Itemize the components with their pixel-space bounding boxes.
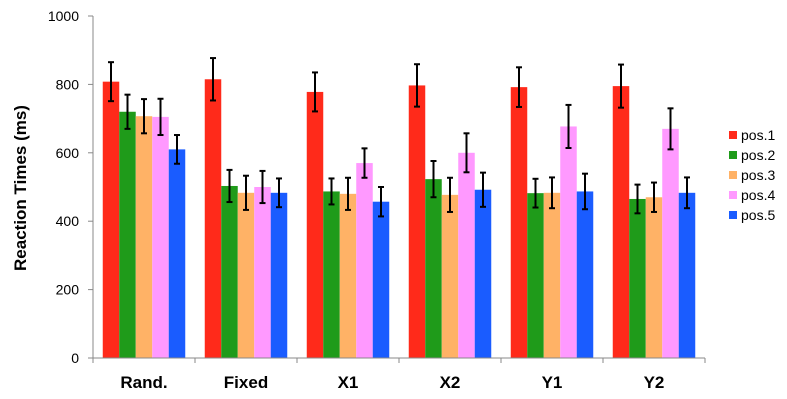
- bar-fixed-pos4: [254, 187, 271, 358]
- bar-y1-pos4: [560, 126, 577, 358]
- bar-x1-pos2: [323, 191, 340, 358]
- legend: pos.1 pos.2 pos.3 pos.4 pos.5: [729, 127, 775, 223]
- bar-fixed-pos1: [204, 79, 222, 359]
- bar-y1-pos2: [527, 193, 544, 358]
- legend-label: pos.5: [741, 207, 775, 223]
- bar-rand-pos3: [135, 116, 153, 359]
- y-tick-label: 600: [56, 145, 80, 161]
- bar-rand-pos1: [102, 81, 120, 358]
- y-tick-label: 800: [56, 76, 80, 92]
- error-bars: [108, 57, 690, 218]
- bar-y2-pos1: [612, 86, 630, 359]
- bar-x2-pos1: [408, 85, 426, 359]
- bar-x2-pos5: [474, 189, 492, 358]
- bar-x2-pos4: [458, 152, 475, 358]
- y-tick-label: 200: [56, 282, 80, 298]
- axes: Rand. Fixed X1 X2 Y1 Y2 0 200 400 600 800 1000: [48, 8, 706, 392]
- bar-y1-pos1: [510, 87, 528, 359]
- legend-swatch: [729, 171, 737, 179]
- legend-label: pos.2: [741, 147, 775, 163]
- x-tick-label: Fixed: [224, 373, 268, 392]
- y-axis-label: Reaction Times (ms): [11, 105, 30, 271]
- legend-swatch: [729, 131, 737, 139]
- bar-y2-pos2: [629, 198, 646, 358]
- legend-label: pos.4: [741, 187, 775, 203]
- legend-swatch: [729, 211, 737, 219]
- bar-rand-pos5: [168, 149, 186, 358]
- bar-x1-pos4: [356, 163, 373, 358]
- x-tick-label: X1: [338, 373, 359, 392]
- legend-swatch: [729, 191, 737, 199]
- bar-fixed-pos5: [270, 192, 288, 358]
- bar-rand-pos4: [152, 116, 169, 358]
- bar-y2-pos3: [645, 197, 663, 358]
- legend-swatch: [729, 151, 737, 159]
- bar-x2-pos2: [425, 179, 442, 358]
- bar-x2-pos3: [441, 194, 459, 358]
- bar-y1-pos3: [543, 192, 561, 358]
- x-tick-label: Rand.: [120, 373, 167, 392]
- bar-rand-pos2: [119, 111, 136, 358]
- bar-y2-pos4: [662, 128, 679, 358]
- y-tick-label: 1000: [48, 8, 79, 24]
- legend-label: pos.3: [741, 167, 775, 183]
- legend-label: pos.1: [741, 127, 775, 143]
- x-tick-label: X2: [440, 373, 461, 392]
- bar-y1-pos5: [576, 191, 594, 358]
- bar-fixed-pos3: [237, 192, 255, 358]
- bar-x1-pos3: [339, 193, 357, 358]
- y-tick-label: 0: [71, 350, 79, 366]
- bar-fixed-pos2: [221, 185, 238, 358]
- x-tick-label: Y2: [644, 373, 665, 392]
- bar-x1-pos1: [306, 91, 324, 358]
- x-tick-label: Y1: [542, 373, 563, 392]
- bar-y2-pos5: [678, 192, 696, 358]
- bars: [102, 79, 696, 359]
- y-tick-label: 400: [56, 213, 80, 229]
- bar-x1-pos5: [372, 201, 390, 358]
